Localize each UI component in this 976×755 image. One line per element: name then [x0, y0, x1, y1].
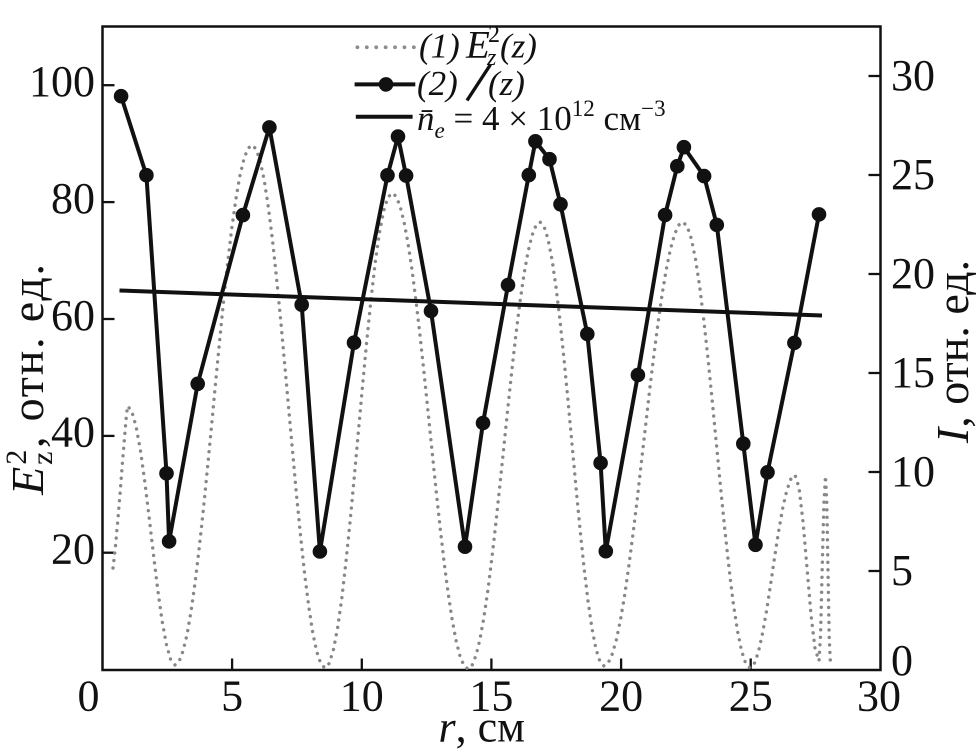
svg-text:E: E [465, 24, 490, 67]
svg-text:10: 10 [340, 672, 384, 721]
svg-text:30: 30 [857, 672, 901, 721]
svg-text:5: 5 [221, 672, 243, 721]
svg-text:20: 20 [891, 249, 935, 298]
svg-text:25: 25 [729, 672, 773, 721]
svg-text:n̄e = 4 × 1012 см−3: n̄e = 4 × 1012 см−3 [417, 96, 666, 143]
svg-text:(2): (2) [417, 64, 458, 103]
svg-text:(z): (z) [500, 27, 537, 66]
svg-text:60: 60 [51, 291, 95, 340]
svg-text:r, см: r, см [439, 703, 526, 752]
svg-text:10: 10 [891, 447, 935, 496]
svg-text:100: 100 [29, 57, 95, 106]
svg-text:z: z [486, 45, 497, 71]
svg-text:(1): (1) [419, 27, 460, 66]
svg-text:30: 30 [891, 51, 935, 100]
svg-text:0: 0 [891, 636, 913, 685]
svg-text:80: 80 [51, 174, 95, 223]
svg-text:20: 20 [51, 525, 95, 574]
svg-text:0: 0 [78, 672, 100, 721]
svg-text:15: 15 [469, 672, 513, 721]
svg-text:2: 2 [488, 22, 500, 48]
svg-text:20: 20 [599, 672, 643, 721]
svg-text:5: 5 [891, 546, 913, 595]
svg-text:(z): (z) [488, 64, 525, 103]
svg-text:40: 40 [51, 408, 95, 457]
svg-text:I, отн. ед.: I, отн. ед. [927, 260, 976, 444]
svg-text:25: 25 [891, 150, 935, 199]
svg-text:Ez2, отн. ед.: Ez2, отн. ед. [0, 262, 59, 496]
svg-text:15: 15 [891, 348, 935, 397]
